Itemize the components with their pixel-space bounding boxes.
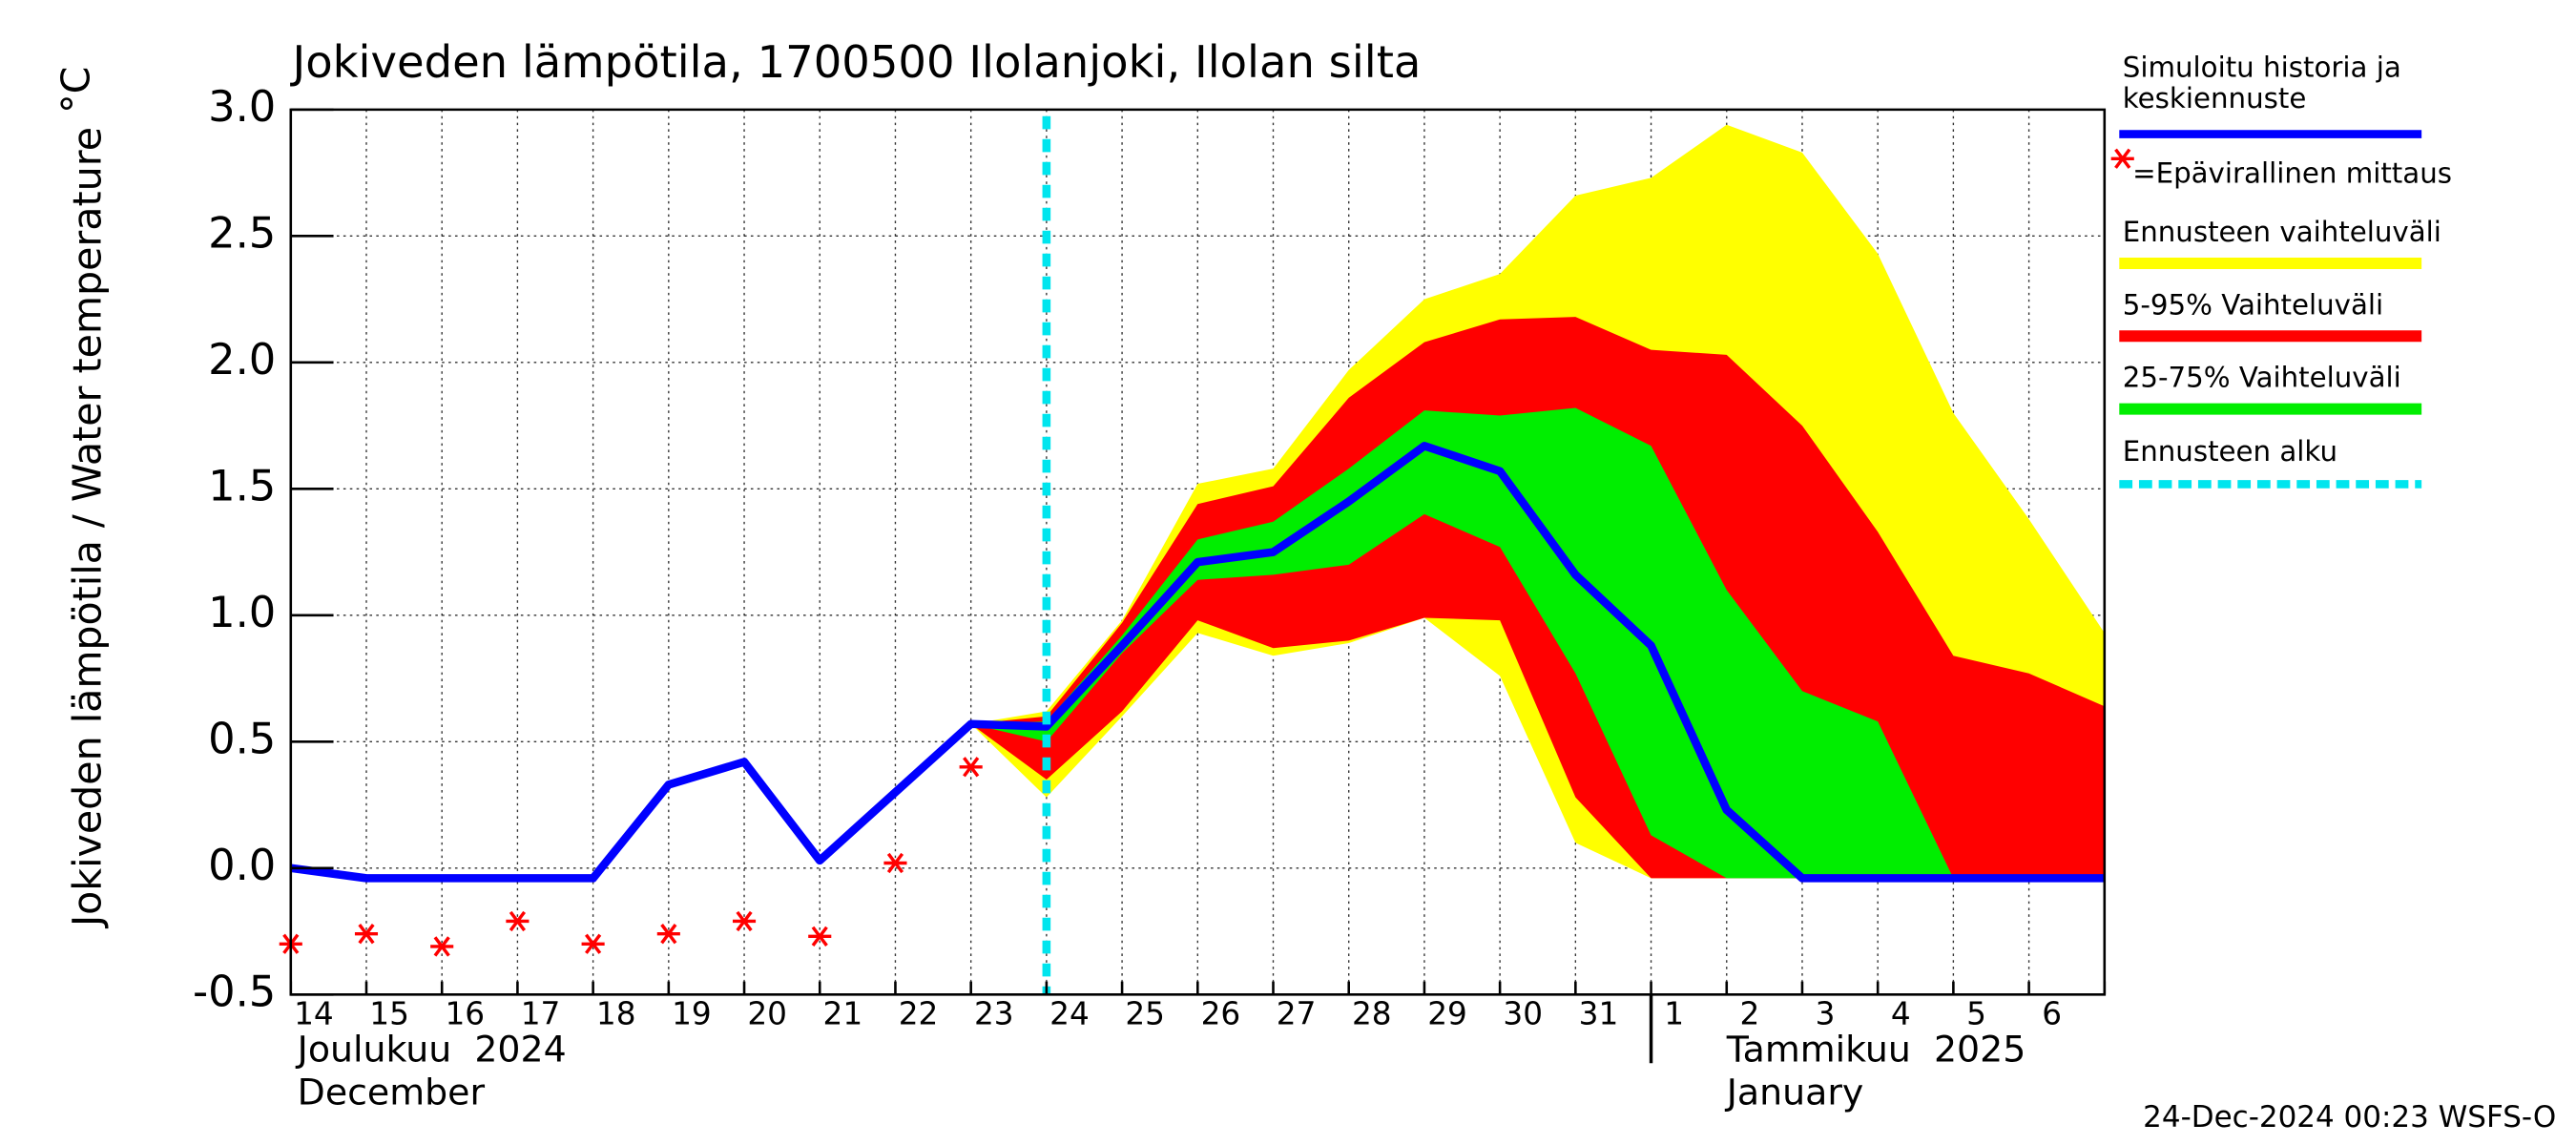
y-tick-label: -0.5 — [193, 967, 276, 1016]
legend-marker — [2110, 148, 2134, 169]
legend-label-box: Simuloitu historia ja keskiennuste — [2122, 53, 2401, 116]
legend-label: =Epävirallinen mittaus — [2132, 156, 2452, 189]
observation-marker — [883, 852, 907, 874]
x-tick-label: 5 — [1966, 996, 1986, 1032]
legend-label: 25-75% Vaihteluväli — [2123, 362, 2401, 394]
x-tick-label: 24 — [1049, 996, 1090, 1032]
legend-label: Ennusteen vaihteluväli — [2123, 216, 2441, 248]
y-tick-label: 2.5 — [208, 208, 276, 258]
x-tick-label: 22 — [899, 996, 939, 1032]
month-label: Tammikuu 2025 — [1726, 1029, 2026, 1071]
x-tick-label: 27 — [1277, 996, 1317, 1032]
observation-marker — [506, 910, 530, 932]
x-tick-label: 26 — [1201, 996, 1241, 1032]
x-tick-label: 31 — [1579, 996, 1619, 1032]
x-tick-label: 19 — [672, 996, 712, 1032]
y-tick-label: 1.0 — [208, 588, 276, 637]
legend-label: 5-95% Vaihteluväli — [2123, 288, 2383, 321]
month-label: Joulukuu 2024 — [296, 1029, 567, 1071]
x-tick-label: 1 — [1664, 996, 1684, 1032]
y-axis-label: Jokiveden lämpötila / Water temperature — [65, 127, 111, 929]
x-tick-label: 3 — [1816, 996, 1836, 1032]
x-tick-label: 30 — [1503, 996, 1543, 1032]
observation-marker — [581, 933, 605, 954]
y-tick-label: 0.0 — [208, 841, 276, 890]
y-axis-unit: °C — [53, 67, 99, 114]
x-tick-label: 15 — [369, 996, 409, 1032]
x-tick-label: 18 — [596, 996, 636, 1032]
x-tick-label: 14 — [294, 996, 334, 1032]
legend: Simuloitu historia ja keskiennuste =Epävi… — [2110, 53, 2452, 489]
y-tick-label: 3.0 — [208, 82, 276, 132]
series-line — [290, 441, 2105, 883]
lines — [279, 115, 2105, 995]
observation-marker — [732, 910, 757, 932]
observation-marker — [959, 757, 983, 778]
observation-marker — [808, 926, 832, 947]
x-tick-label: 16 — [446, 996, 486, 1032]
x-tick-label: 28 — [1352, 996, 1392, 1032]
legend-label: Ennusteen alku — [2123, 435, 2337, 468]
observation-marker — [354, 924, 379, 945]
month-label-en: January — [1725, 1071, 1864, 1113]
y-tick-label: 2.0 — [208, 335, 276, 385]
y-tick-label: 1.5 — [208, 461, 276, 510]
x-tick-label: 17 — [521, 996, 561, 1032]
month-label-en: December — [298, 1071, 486, 1113]
x-tick-label: 25 — [1125, 996, 1165, 1032]
y-tick-label: 0.5 — [208, 714, 276, 763]
x-tick-label: 21 — [823, 996, 863, 1032]
x-tick-label: 20 — [747, 996, 787, 1032]
observation-marker — [430, 936, 454, 957]
x-tick-label: 29 — [1427, 996, 1467, 1032]
range-band — [970, 407, 2105, 879]
axes: 3.02.52.01.51.00.50.0-0.5 14 15 16 17 18 19 20 2… — [193, 82, 2107, 1113]
x-tick-label: 2 — [1739, 996, 1759, 1032]
x-tick-label: 4 — [1891, 996, 1911, 1032]
footer: 24-Dec-2024 00:23 WSFS-O — [2143, 1100, 2556, 1135]
x-tick-label: 23 — [974, 996, 1014, 1032]
legend-label: Simuloitu historia ja keskiennuste — [2122, 53, 2401, 116]
chart-title: Jokiveden lämpötila, 1700500 Ilolanjoki,… — [289, 36, 1421, 88]
x-tick-label: 6 — [2042, 996, 2062, 1032]
bands — [970, 124, 2105, 879]
plot-frame — [289, 108, 2107, 996]
observation-marker — [656, 924, 680, 945]
